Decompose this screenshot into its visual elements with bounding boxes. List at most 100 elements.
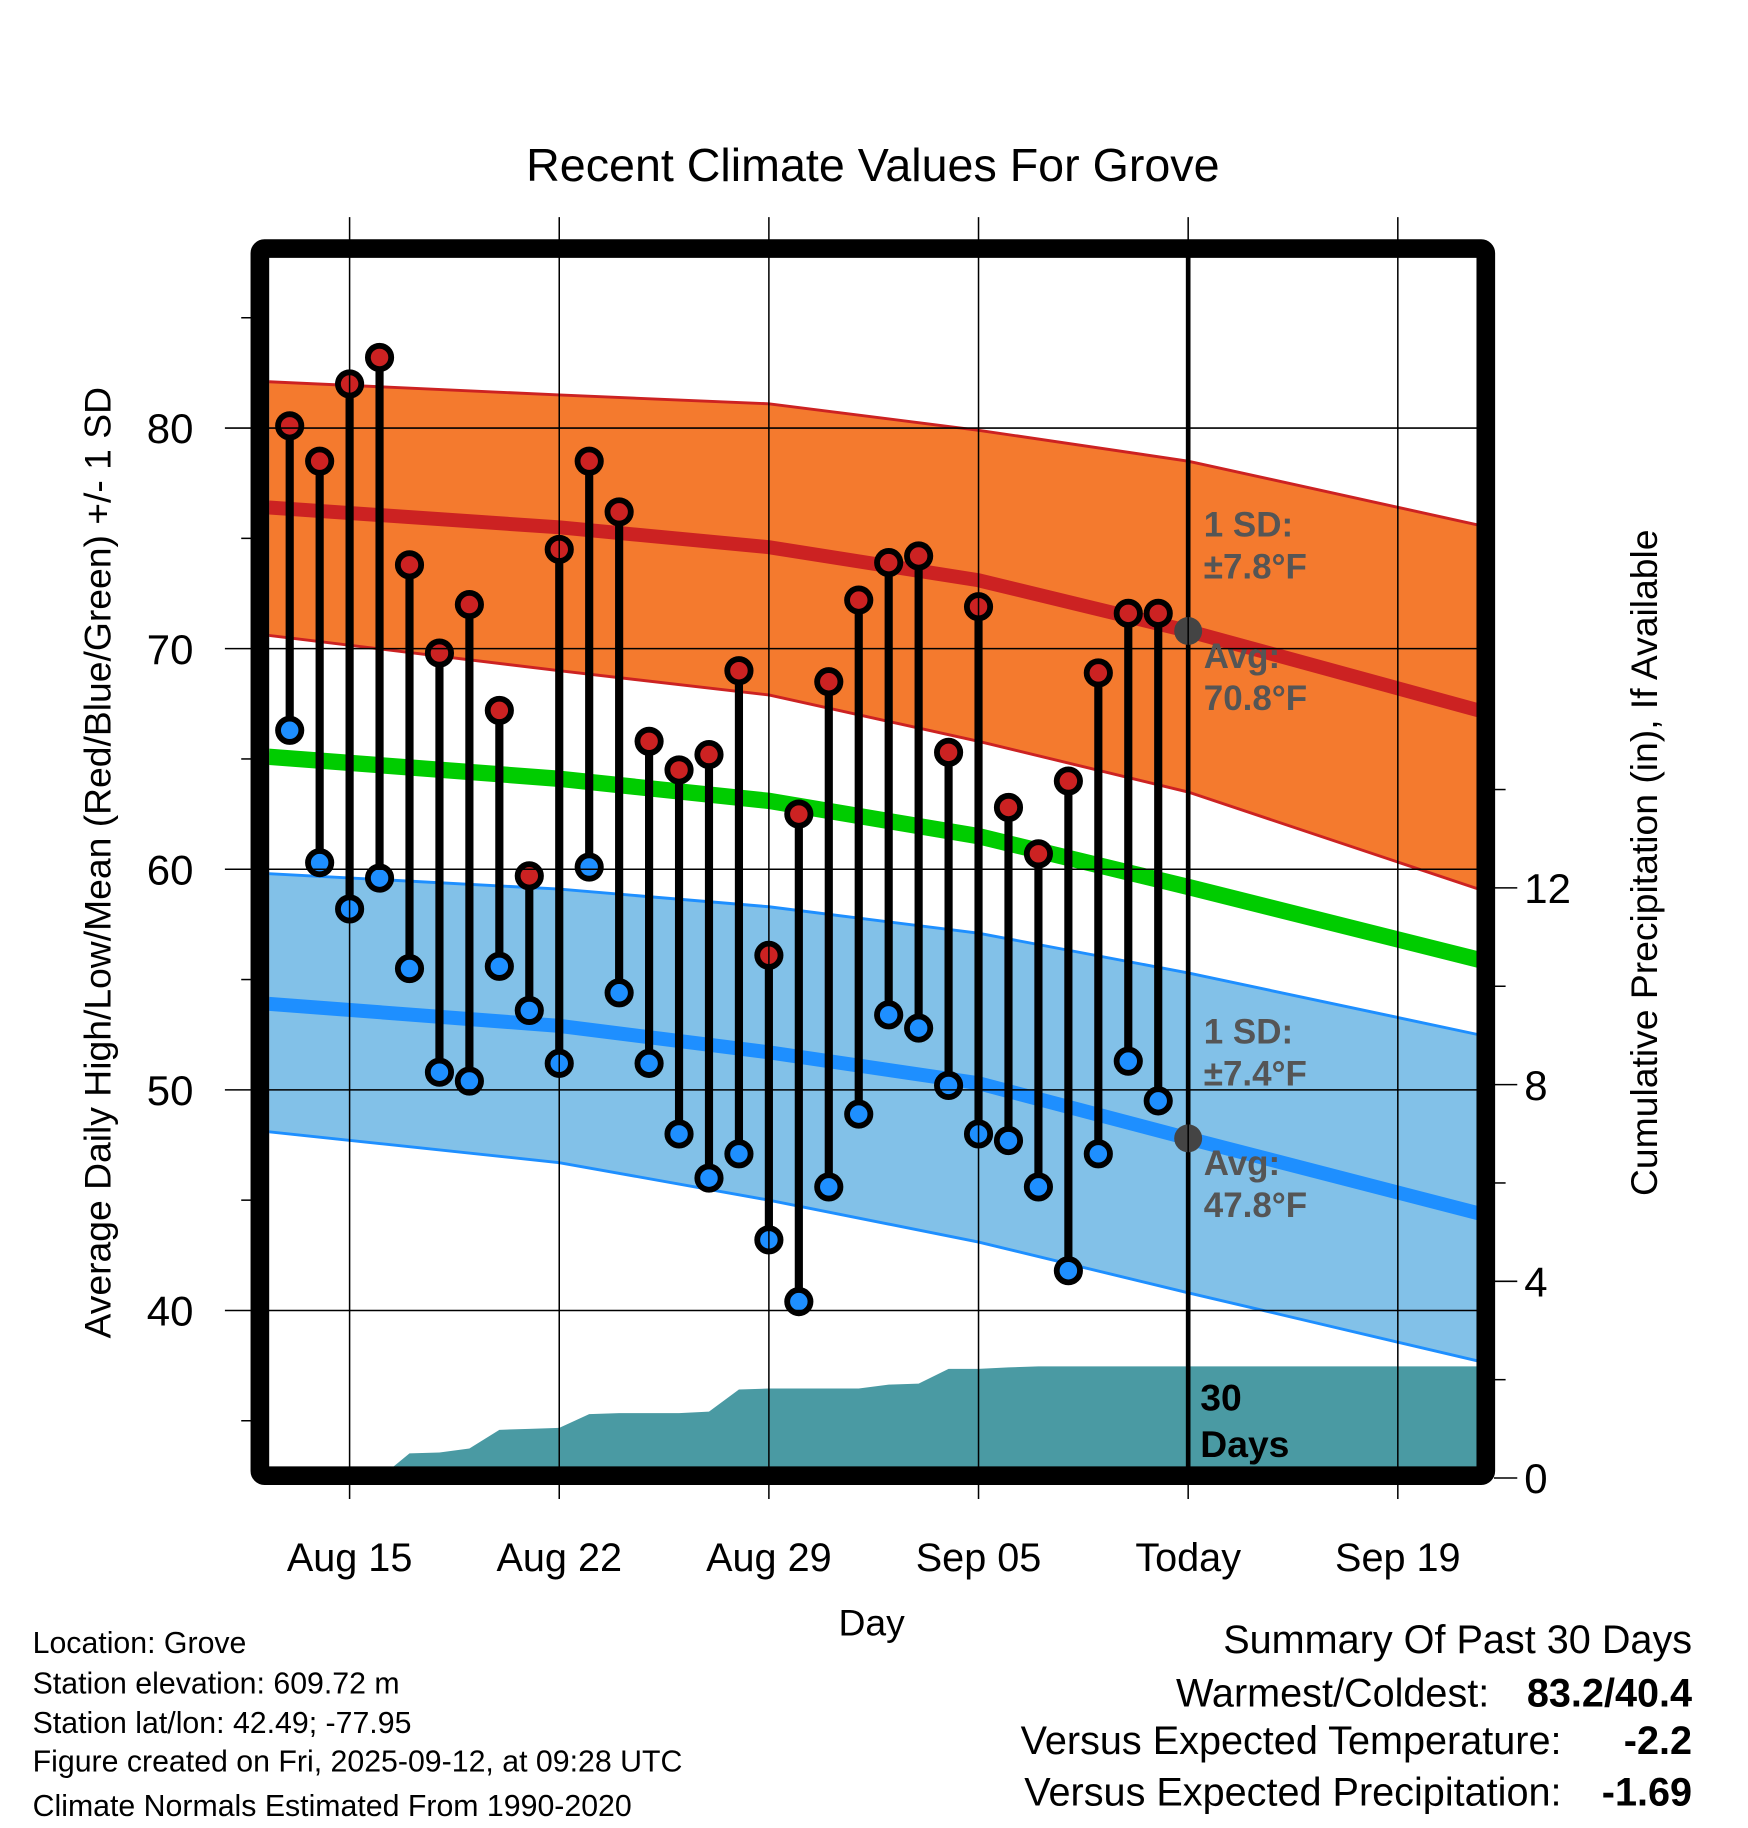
daily-low-point xyxy=(305,848,335,878)
daily-low-point xyxy=(1143,1086,1173,1116)
daily-low-point xyxy=(874,1000,904,1030)
summary-title: Summary Of Past 30 Days xyxy=(1223,1618,1692,1662)
x-tick-label: Aug 15 xyxy=(287,1536,413,1580)
y2-tick-label: 0 xyxy=(1524,1455,1547,1502)
low-sd-value: ±7.4°F xyxy=(1204,1054,1307,1093)
low-sd-band-lower-edge xyxy=(269,1130,1478,1363)
temp-anomaly-label: Versus Expected Temperature: xyxy=(1021,1719,1562,1763)
daily-low-point xyxy=(724,1139,754,1169)
daily-high-point xyxy=(394,550,425,580)
daily-high-point xyxy=(784,799,814,829)
daily-low-point xyxy=(364,863,395,893)
daily-low-point xyxy=(604,978,634,1008)
daily-low-point xyxy=(844,1099,874,1129)
daily-high-point xyxy=(634,726,664,756)
y-tick-label: 50 xyxy=(147,1067,194,1114)
low-sd-title: 1 SD: xyxy=(1204,1012,1293,1051)
high-avg-value: 70.8°F xyxy=(1204,679,1307,718)
x-axis-label: Day xyxy=(839,1601,906,1643)
low-avg-value: 47.8°F xyxy=(1204,1186,1307,1225)
x-tick-label: Aug 29 xyxy=(706,1536,832,1580)
y-tick-label: 60 xyxy=(147,846,194,893)
plot-area xyxy=(269,256,1478,1469)
high-annotation: 1 SD: ±7.8°F Avg: 70.8°F xyxy=(1204,505,1307,718)
daily-low-point xyxy=(664,1119,694,1149)
daily-low-point xyxy=(514,995,544,1026)
daily-low-point xyxy=(454,1066,484,1096)
daily-high-point xyxy=(484,695,514,725)
window-count-label: 30 xyxy=(1200,1376,1241,1418)
daily-high-point xyxy=(1053,766,1083,796)
high-sd-value: ±7.8°F xyxy=(1204,547,1307,586)
daily-low-point xyxy=(1053,1256,1083,1286)
window-unit-label: Days xyxy=(1200,1423,1289,1465)
daily-high-point xyxy=(814,667,844,697)
footer-created: Figure created on Fri, 2025-09-12, at 09… xyxy=(33,1746,683,1779)
low-annotation: 1 SD: ±7.4°F Avg: 47.8°F xyxy=(1204,1012,1307,1225)
high-sd-band xyxy=(269,381,1478,889)
y-axis-label: Average Daily High/Low/Mean (Red/Blue/Gr… xyxy=(77,387,119,1338)
daily-high-point xyxy=(604,497,634,527)
daily-high-point xyxy=(514,861,544,891)
daily-high-point xyxy=(305,446,335,476)
y2-tick-label: 12 xyxy=(1524,865,1571,912)
daily-high-point xyxy=(993,792,1024,823)
high-sd-band-upper-edge xyxy=(269,380,1478,527)
warm-cold-label: Warmest/Coldest: xyxy=(1176,1671,1489,1715)
low-sd-band xyxy=(269,873,1478,1361)
daily-low-point xyxy=(993,1126,1024,1156)
daily-high-point xyxy=(574,446,604,476)
y2-axis-label: Cumulative Precipitation (in), If Availa… xyxy=(1623,529,1665,1196)
daily-high-point xyxy=(844,585,874,615)
daily-high-point xyxy=(275,411,305,441)
gridlines-front xyxy=(224,217,1478,1499)
daily-low-point xyxy=(634,1048,664,1078)
low-avg-title: Avg: xyxy=(1204,1144,1280,1183)
daily-low-point xyxy=(934,1070,964,1101)
y-tick-label: 80 xyxy=(147,405,194,452)
daily-low-point xyxy=(904,1013,934,1043)
daily-high-point xyxy=(664,755,694,785)
daily-low-point xyxy=(1023,1172,1053,1202)
daily-high-point xyxy=(424,638,455,668)
footer-location: Location: Grove xyxy=(33,1627,247,1660)
temp-anomaly-value: -2.2 xyxy=(1624,1719,1692,1763)
y-tick-label: 70 xyxy=(147,626,194,673)
high-avg-title: Avg: xyxy=(1204,637,1280,676)
high-sd-band-lower-edge xyxy=(269,634,1478,891)
low-sd-band-upper-edge xyxy=(269,872,1478,1036)
y2-tick-label: 8 xyxy=(1524,1062,1547,1109)
daily-low-point xyxy=(784,1287,814,1317)
daily-high-point xyxy=(1143,598,1173,628)
high-avg-line xyxy=(269,500,1478,718)
footer-latlon: Station lat/lon: 42.49; -77.95 xyxy=(33,1707,412,1740)
x-tick-label: Aug 22 xyxy=(496,1536,622,1580)
x-tick-label: Today xyxy=(1135,1536,1241,1580)
daily-low-point xyxy=(1113,1046,1143,1076)
precip-anomaly-value: -1.69 xyxy=(1602,1770,1692,1814)
daily-low-point xyxy=(394,953,425,984)
y2-tick-label: 4 xyxy=(1524,1258,1547,1305)
daily-low-point xyxy=(424,1057,455,1087)
daily-high-point xyxy=(724,656,754,686)
low-avg-line xyxy=(269,996,1478,1221)
daily-high-point xyxy=(904,541,934,571)
daily-low-point xyxy=(275,715,305,745)
precip-anomaly-label: Versus Expected Precipitation: xyxy=(1024,1770,1561,1814)
plot-frame xyxy=(250,239,1496,1486)
warm-cold-value: 83.2/40.4 xyxy=(1527,1671,1692,1715)
daily-high-point xyxy=(1023,839,1053,869)
daily-high-point xyxy=(364,342,395,373)
y-tick-label: 40 xyxy=(147,1288,194,1335)
chart-title: Recent Climate Values For Grove xyxy=(526,139,1219,191)
x-tick-label: Sep 05 xyxy=(916,1536,1042,1580)
x-tick-label: Sep 19 xyxy=(1335,1536,1461,1580)
daily-low-point xyxy=(1083,1139,1113,1169)
daily-low-point xyxy=(574,852,604,882)
daily-high-point xyxy=(874,548,904,578)
high-sd-title: 1 SD: xyxy=(1204,505,1293,544)
axis-ticks: Aug 15 Aug 22 Aug 29 Sep 05 Today Sep 1940506… xyxy=(147,316,1571,1580)
daily-low-point xyxy=(484,951,514,981)
daily-high-point xyxy=(1113,598,1143,628)
